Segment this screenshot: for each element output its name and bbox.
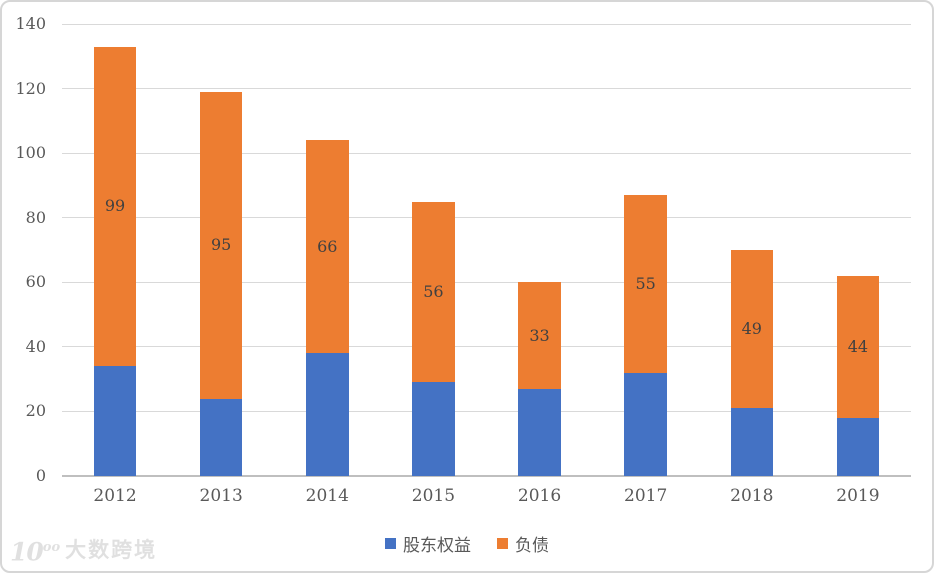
bar-segment-equity-2016 <box>518 388 561 476</box>
x-axis-label-2019: 2019 <box>836 486 880 506</box>
bar-segment-equity-2019 <box>836 417 880 476</box>
y-axis-tick-label: 20 <box>25 401 46 421</box>
y-axis-tick-label: 80 <box>25 207 46 227</box>
bar-value-label-debt-2015: 56 <box>423 281 444 301</box>
legend-item-debt: 负债 <box>497 531 549 556</box>
gridline <box>62 217 911 219</box>
y-axis-tick-label: 120 <box>15 78 46 98</box>
bar-value-label-debt-2017: 55 <box>635 273 656 293</box>
x-axis-label-2012: 2012 <box>93 486 137 506</box>
bar-value-label-debt-2014: 66 <box>317 236 338 256</box>
gridline <box>62 88 911 90</box>
bar-segment-equity-2013 <box>199 398 243 476</box>
bar-value-label-debt-2018: 49 <box>741 319 762 339</box>
legend-label-debt: 负债 <box>515 536 549 556</box>
y-axis-tick-label: 60 <box>25 272 46 292</box>
bar-value-label-debt-2013: 95 <box>211 235 232 255</box>
gridline <box>62 281 911 283</box>
legend-label-equity: 股东权益 <box>403 536 471 556</box>
x-axis-label-2013: 2013 <box>199 486 243 506</box>
watermark-brand-text: 大数跨境 <box>65 537 158 562</box>
x-axis-label-2018: 2018 <box>730 486 774 506</box>
bar-segment-debt-2018 <box>730 250 774 409</box>
bar-segment-equity-2018 <box>730 408 774 476</box>
x-axis-label-2017: 2017 <box>624 486 668 506</box>
bar-segment-debt-2017 <box>624 195 667 373</box>
bar-segment-debt-2013 <box>199 91 243 399</box>
bar-segment-equity-2014 <box>306 353 349 476</box>
bar-segment-equity-2015 <box>412 382 455 476</box>
bar-value-label-debt-2019: 44 <box>847 336 869 356</box>
x-axis-label-2016: 2016 <box>517 486 562 506</box>
gridline <box>62 152 911 154</box>
legend-swatch-equity <box>385 538 396 549</box>
gridline <box>62 410 911 412</box>
bar-segment-debt-2012 <box>93 46 137 367</box>
y-axis-tick-label: 100 <box>15 143 46 163</box>
gridline <box>62 346 911 348</box>
legend-item-equity: 股东权益 <box>385 531 471 556</box>
bar-segment-equity-2012 <box>93 366 137 476</box>
bar-value-label-debt-2012: 99 <box>104 196 126 216</box>
x-axis-line <box>62 475 911 477</box>
bar-segment-debt-2014 <box>306 140 349 354</box>
legend-swatch-debt <box>497 538 508 549</box>
y-axis-tick-label: 140 <box>15 14 46 33</box>
y-axis-tick-label: 0 <box>35 466 46 485</box>
bar-value-label-debt-2016: 33 <box>529 325 550 345</box>
gridline <box>62 23 911 25</box>
bar-segment-debt-2019 <box>836 275 880 418</box>
bar-segment-equity-2017 <box>624 372 667 476</box>
bar-segment-debt-2015 <box>412 201 455 383</box>
watermark: 10oo 大数跨境 <box>10 536 158 567</box>
chart-legend: 股东权益 负债 <box>0 531 934 556</box>
bar-segment-debt-2016 <box>518 282 561 389</box>
x-axis-label-2015: 2015 <box>411 486 456 506</box>
x-axis-label-2014: 2014 <box>305 486 349 506</box>
watermark-logo-icon: 10oo <box>10 537 61 567</box>
y-axis-tick-label: 40 <box>25 336 46 356</box>
